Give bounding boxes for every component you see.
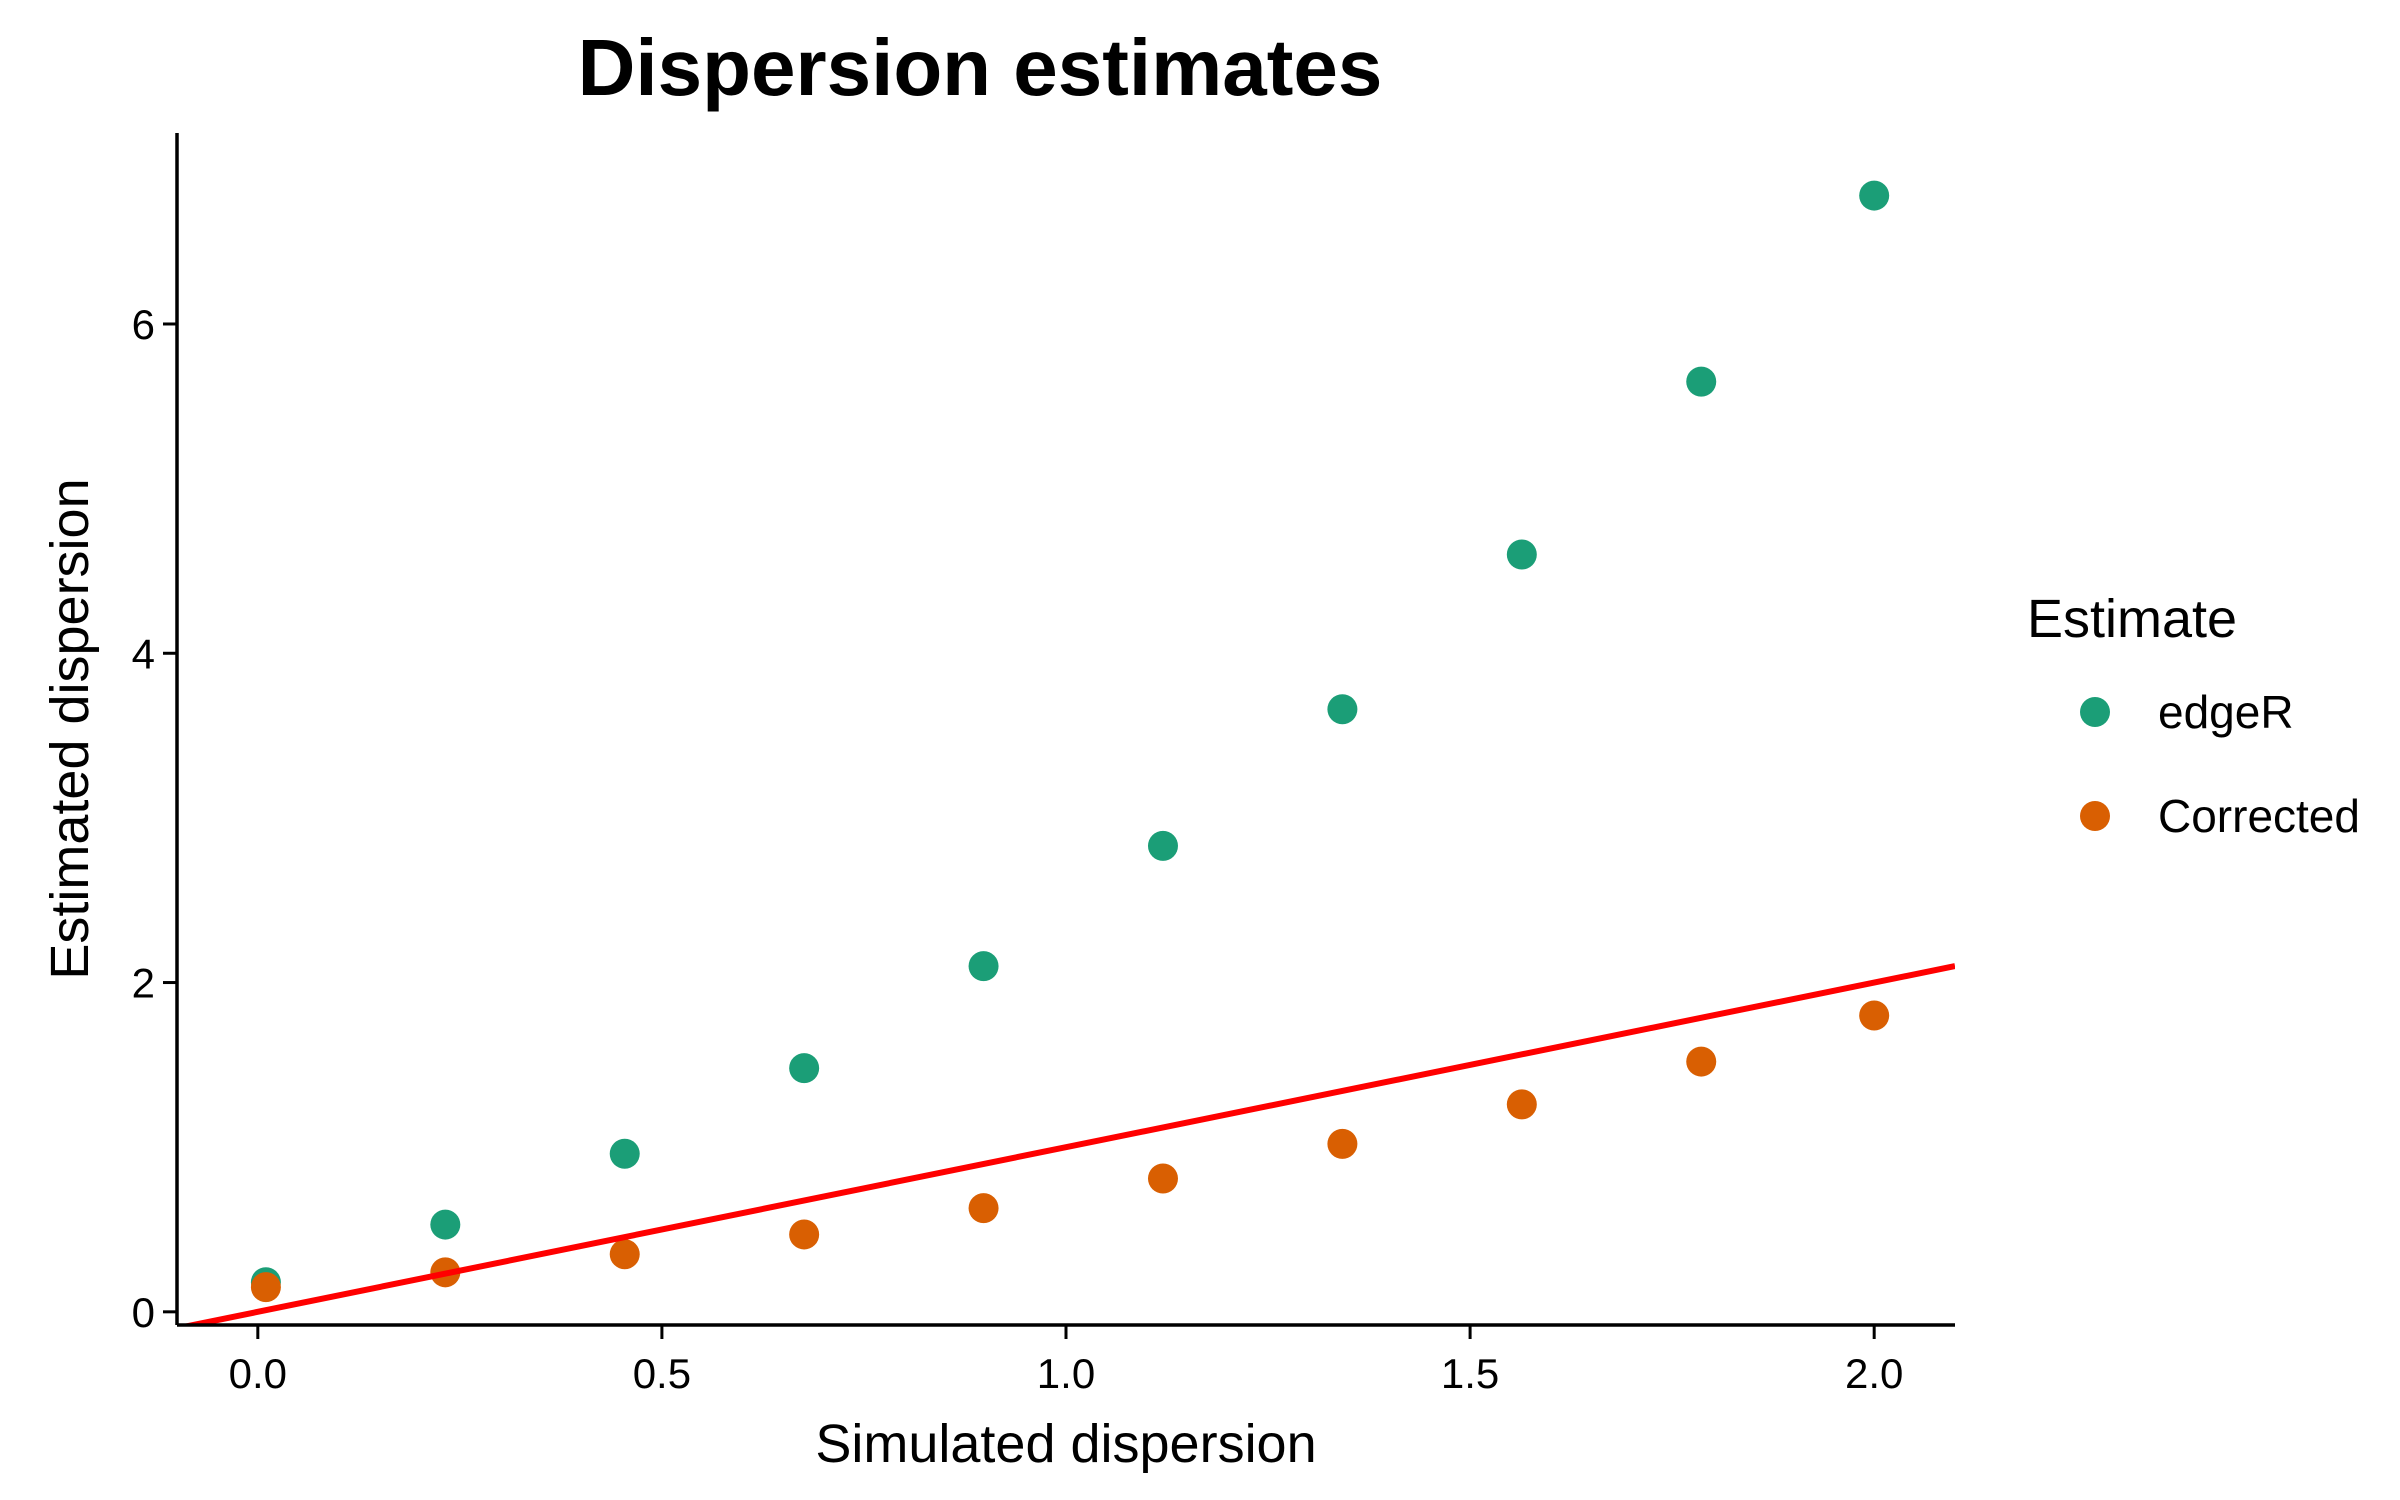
y-tick-label: 4: [132, 630, 155, 677]
point-corrected: [1327, 1128, 1358, 1159]
x-axis-title: Simulated dispersion: [815, 1414, 1316, 1474]
point-edger: [1506, 539, 1537, 570]
series-corrected: [250, 1000, 1890, 1303]
point-edger: [968, 951, 999, 982]
x-tick-label: 0.5: [633, 1350, 691, 1397]
point-corrected: [789, 1219, 820, 1250]
y-axis-title: Estimated dispersion: [40, 478, 100, 979]
point-corrected: [609, 1239, 640, 1270]
point-corrected: [1686, 1046, 1717, 1077]
point-edger: [1147, 830, 1178, 861]
point-corrected: [250, 1272, 281, 1303]
plot-area: [178, 180, 1955, 1325]
point-corrected: [1859, 1000, 1890, 1031]
point-corrected: [1147, 1163, 1178, 1194]
y-tick-label: 0: [132, 1289, 155, 1336]
legend-key-corrected: [2080, 801, 2110, 831]
x-tick-label: 0.0: [229, 1350, 287, 1397]
x-tick-label: 2.0: [1845, 1350, 1903, 1397]
point-edger: [1686, 366, 1717, 397]
y-axis-ticks: 0 2 4 6: [132, 301, 177, 1336]
x-axis-ticks: 0.0 0.5 1.0 1.5 2.0: [229, 1325, 1903, 1397]
series-edger: [250, 180, 1890, 1298]
legend-title: Estimate: [2027, 589, 2237, 649]
reference-line: [178, 963, 1955, 1325]
legend-label-edger: edgeR: [2158, 686, 2294, 738]
point-edger: [1327, 694, 1358, 725]
y-tick-label: 2: [132, 960, 155, 1007]
legend: Estimate edgeR Corrected: [2027, 589, 2360, 842]
legend-label-corrected: Corrected: [2158, 790, 2360, 842]
chart-title: Dispersion estimates: [578, 23, 1383, 112]
legend-key-edger: [2080, 697, 2110, 727]
x-tick-label: 1.5: [1441, 1350, 1499, 1397]
point-edger: [430, 1209, 461, 1240]
point-edger: [1859, 180, 1890, 211]
point-corrected: [968, 1193, 999, 1224]
y-tick-label: 6: [132, 301, 155, 348]
point-edger: [789, 1053, 820, 1084]
point-edger: [609, 1138, 640, 1169]
x-tick-label: 1.0: [1037, 1350, 1095, 1397]
point-corrected: [1506, 1089, 1537, 1120]
